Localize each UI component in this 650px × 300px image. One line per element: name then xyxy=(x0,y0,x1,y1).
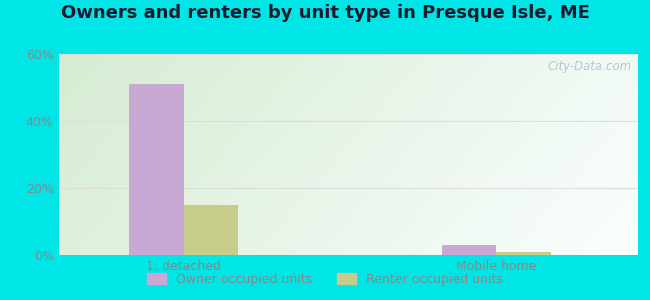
Legend: Owner occupied units, Renter occupied units: Owner occupied units, Renter occupied un… xyxy=(142,268,508,291)
Text: City-Data.com: City-Data.com xyxy=(547,60,631,73)
Text: Owners and renters by unit type in Presque Isle, ME: Owners and renters by unit type in Presq… xyxy=(60,4,590,22)
Bar xyxy=(497,252,551,255)
Bar xyxy=(129,84,183,255)
Bar xyxy=(441,245,497,255)
Bar xyxy=(183,205,239,255)
